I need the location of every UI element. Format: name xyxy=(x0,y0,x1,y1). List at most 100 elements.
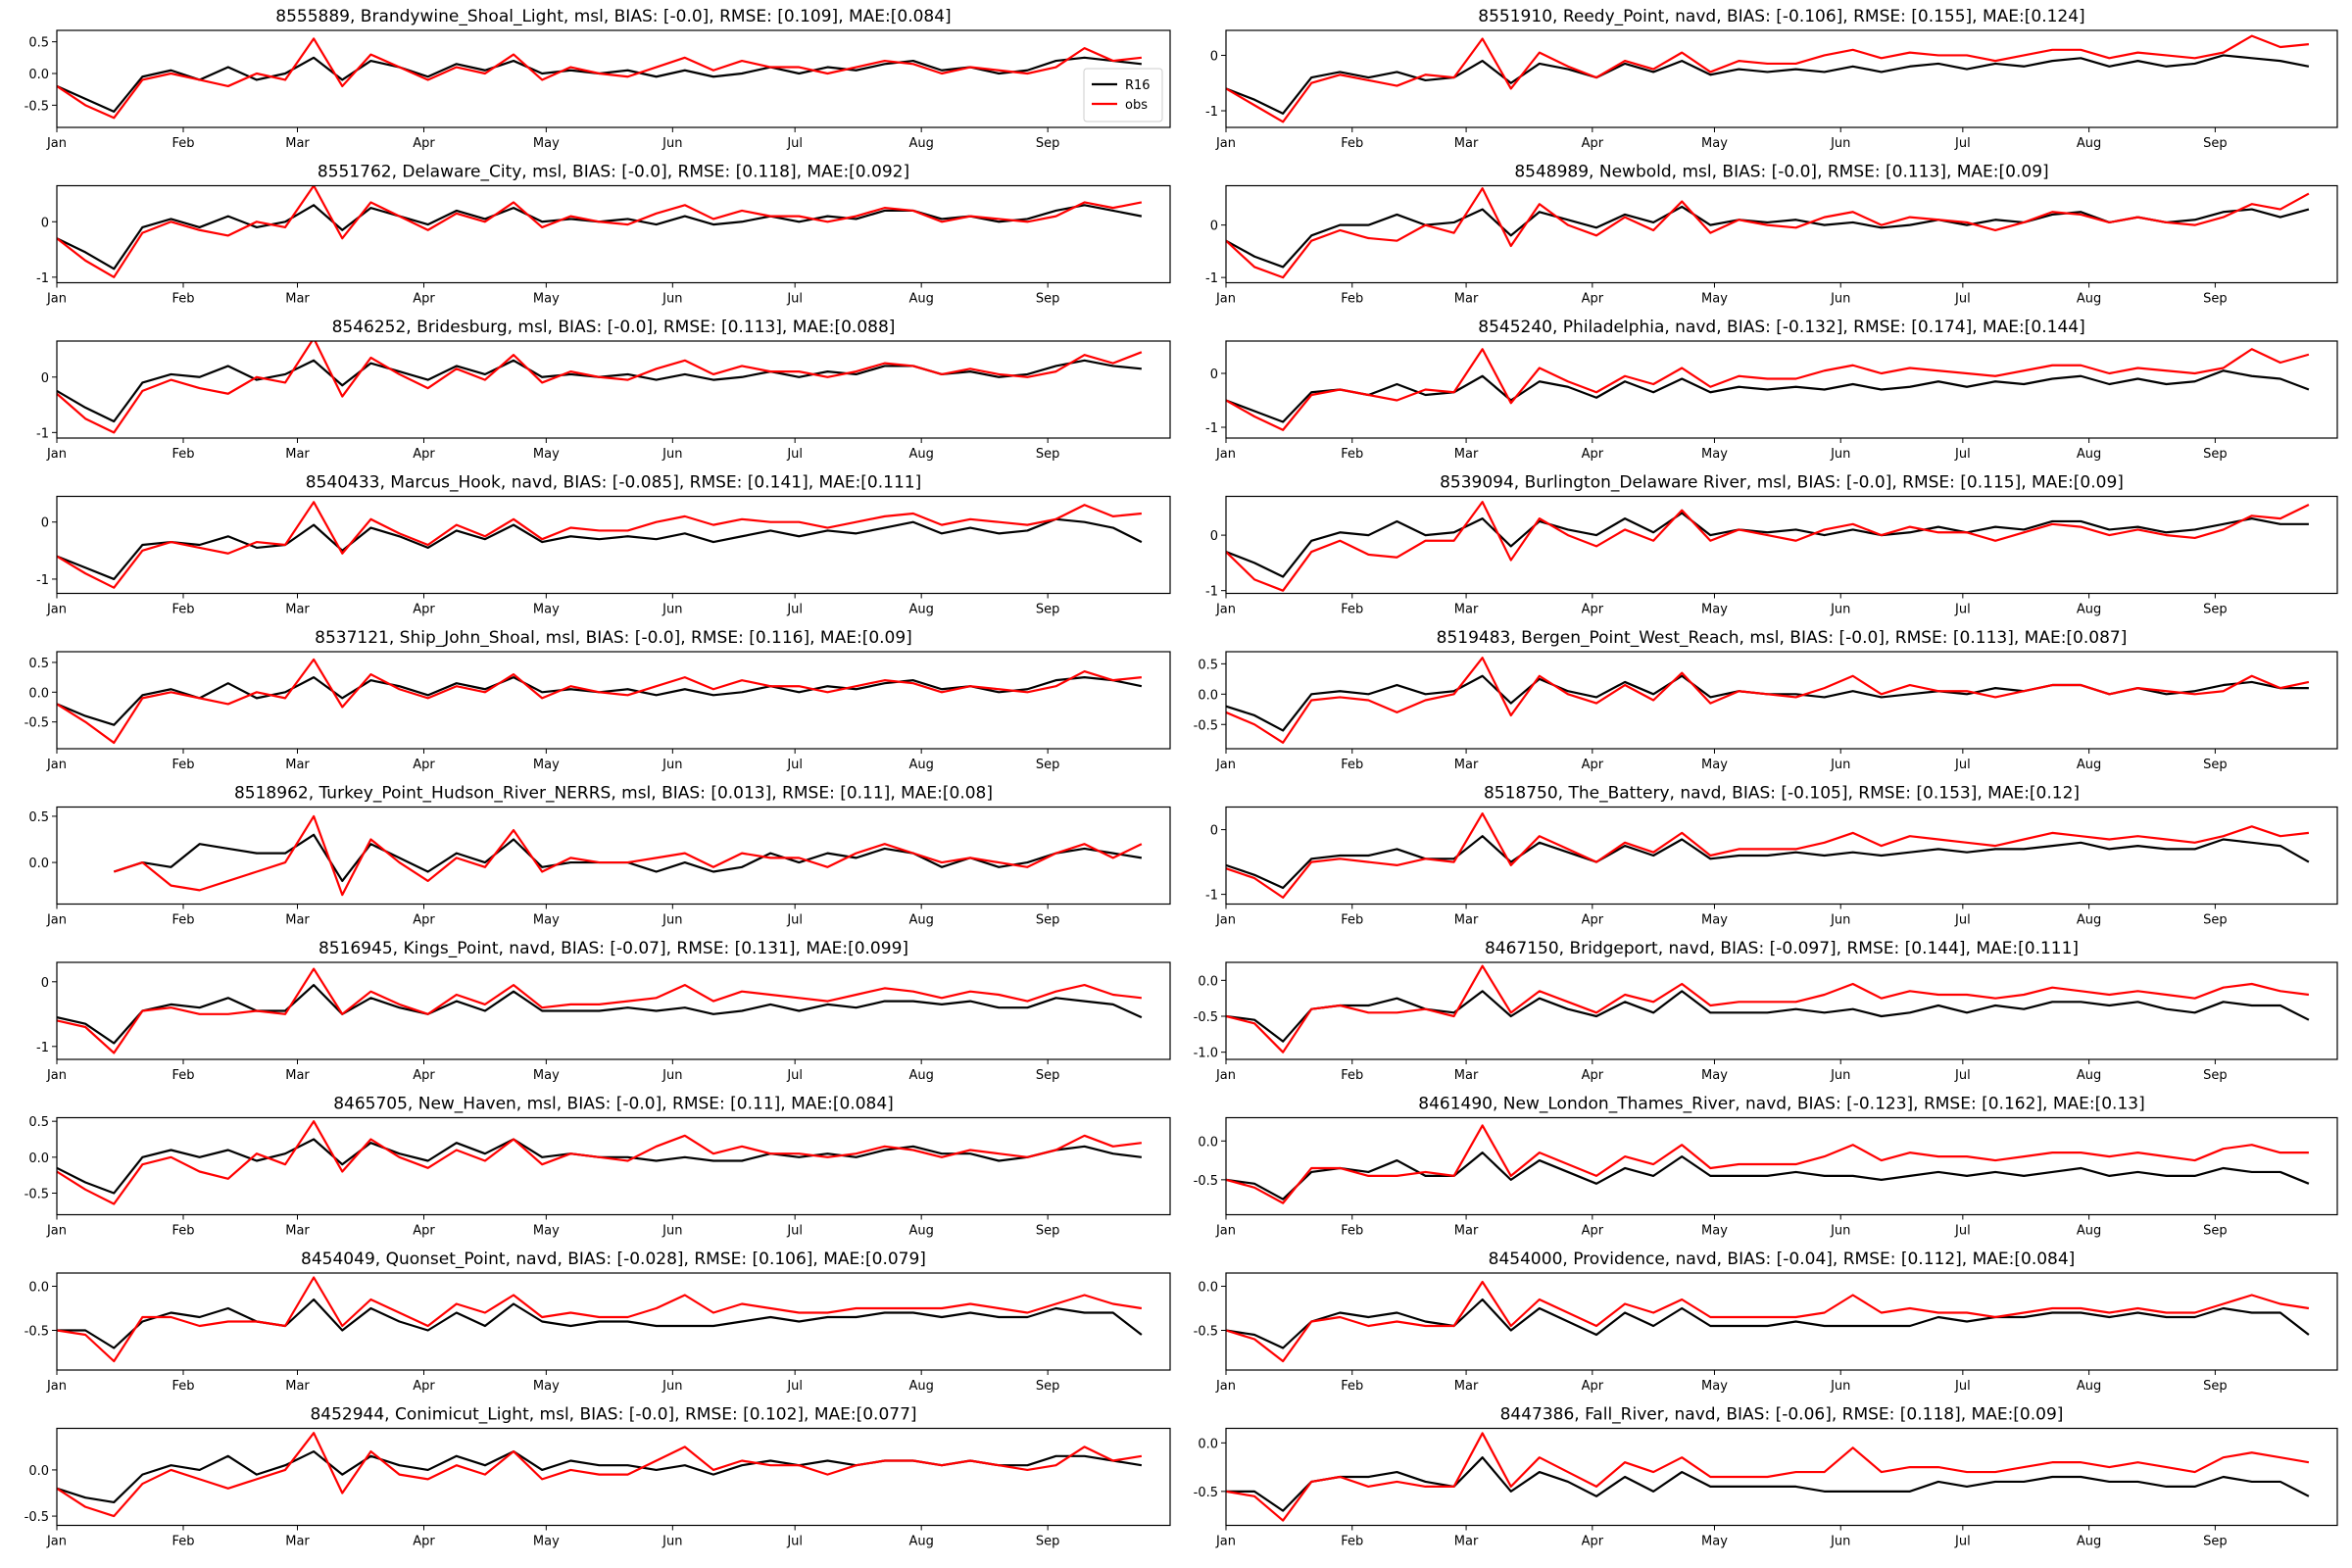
x-tick-label: Apr xyxy=(1582,447,1604,462)
x-tick-label: Sep xyxy=(2203,1224,2228,1239)
x-tick-label: Jun xyxy=(1830,1379,1850,1394)
x-tick-label: Jul xyxy=(786,292,803,307)
x-tick-label: Sep xyxy=(2203,913,2228,928)
series-line xyxy=(57,967,1142,1054)
x-tick-label: Sep xyxy=(1036,136,1060,151)
x-tick-label: Mar xyxy=(285,292,310,307)
y-tick-label: 0.0 xyxy=(1198,1281,1218,1296)
y-tick-label: -1 xyxy=(36,426,49,441)
axes-frame xyxy=(56,184,1171,284)
plot-area xyxy=(113,814,1143,897)
x-tick-label: Aug xyxy=(908,913,933,928)
x-tick-label: Jan xyxy=(46,136,67,151)
x-tick-label: Aug xyxy=(908,1379,933,1394)
series-line xyxy=(57,341,1143,434)
x-tick-label: Aug xyxy=(908,603,933,617)
y-tick-label: 0.0 xyxy=(28,1152,49,1166)
x-tick-label: Jan xyxy=(1215,292,1236,307)
x-tick-label: Jan xyxy=(46,913,67,928)
subplot-title: 8540433, Marcus_Hook, navd, BIAS: [-0.08… xyxy=(306,473,921,493)
y-tick-label: 0.0 xyxy=(1198,1135,1218,1150)
axes-frame xyxy=(1225,961,2338,1060)
axes-frame xyxy=(56,1427,1171,1527)
series-line xyxy=(1226,348,2310,431)
x-tick-label: Aug xyxy=(908,292,933,307)
subplot: 8518750, The_Battery, navd, BIAS: [-0.10… xyxy=(1205,784,2338,928)
subplot: 8537121, Ship_John_Shoal, msl, BIAS: [-0… xyxy=(24,628,1171,772)
x-tick-label: Jul xyxy=(786,1224,803,1239)
x-tick-label: Jan xyxy=(46,758,67,772)
x-tick-label: Jul xyxy=(786,447,803,462)
y-tick-label: 0.0 xyxy=(1198,688,1218,703)
y-tick-label: 0 xyxy=(41,516,49,531)
x-tick-label: Sep xyxy=(1036,1535,1060,1549)
x-tick-label: Jun xyxy=(662,1068,682,1083)
axes-frame xyxy=(56,1116,1171,1216)
x-tick-label: Sep xyxy=(2203,1068,2228,1083)
x-tick-label: Aug xyxy=(2077,292,2101,307)
axes-frame xyxy=(56,29,1171,128)
plot-area xyxy=(57,1276,1143,1363)
axes-frame xyxy=(56,651,1171,750)
axes-frame xyxy=(56,495,1171,595)
x-tick-label: Aug xyxy=(2077,1068,2101,1083)
series-line xyxy=(1226,34,2310,123)
series-line xyxy=(113,814,1143,897)
axes-frame xyxy=(56,340,1171,439)
x-tick-label: Sep xyxy=(2203,136,2228,151)
x-tick-label: Apr xyxy=(413,603,435,617)
x-tick-label: Jun xyxy=(662,1535,682,1549)
x-tick-label: Aug xyxy=(2077,1379,2101,1394)
x-tick-label: Sep xyxy=(1036,913,1060,928)
x-tick-label: Jul xyxy=(1954,1224,1971,1239)
x-tick-label: Apr xyxy=(413,447,435,462)
x-tick-label: Aug xyxy=(2077,136,2101,151)
x-tick-label: Feb xyxy=(172,136,194,151)
axes-frame xyxy=(1225,651,2338,750)
subplot-title: 8454049, Quonset_Point, navd, BIAS: [-0.… xyxy=(301,1250,926,1269)
series-line xyxy=(57,517,1143,581)
plot-area xyxy=(57,341,1143,434)
series-line xyxy=(1226,1124,2309,1204)
x-tick-label: Sep xyxy=(1036,1224,1060,1239)
x-tick-label: Jul xyxy=(786,758,803,772)
y-tick-label: -1 xyxy=(36,1041,49,1055)
series-line xyxy=(57,37,1142,120)
subplot: 8545240, Philadelphia, navd, BIAS: [-0.1… xyxy=(1205,318,2338,462)
x-tick-label: Mar xyxy=(285,758,310,772)
x-tick-label: May xyxy=(533,1535,560,1549)
x-tick-label: May xyxy=(533,758,560,772)
x-tick-label: Jun xyxy=(662,603,682,617)
x-tick-label: Aug xyxy=(2077,447,2101,462)
y-tick-label: 0.0 xyxy=(28,686,49,701)
axes-frame xyxy=(1225,184,2338,284)
subplot: 8465705, New_Haven, msl, BIAS: [-0.0], R… xyxy=(24,1095,1171,1239)
x-tick-label: Feb xyxy=(172,1224,194,1239)
subplot: 8454000, Providence, navd, BIAS: [-0.04]… xyxy=(1194,1250,2338,1394)
x-tick-label: Feb xyxy=(1341,1068,1363,1083)
plot-area xyxy=(1226,1432,2310,1522)
x-tick-label: Feb xyxy=(172,1379,194,1394)
x-tick-label: Jun xyxy=(1830,603,1850,617)
x-tick-label: Jun xyxy=(1830,1224,1850,1239)
x-tick-label: Jul xyxy=(1954,1068,1971,1083)
x-tick-label: Feb xyxy=(1341,447,1363,462)
x-tick-label: Jun xyxy=(662,1379,682,1394)
x-tick-label: Apr xyxy=(413,758,435,772)
y-tick-label: 0 xyxy=(1210,49,1218,64)
subplot-title: 8539094, Burlington_Delaware River, msl,… xyxy=(1440,473,2124,493)
y-tick-label: 0 xyxy=(41,976,49,991)
x-tick-label: Jan xyxy=(1215,447,1236,462)
x-tick-label: Mar xyxy=(285,1068,310,1083)
subplot: 8452944, Conimicut_Light, msl, BIAS: [-0… xyxy=(24,1405,1171,1549)
series-line xyxy=(1226,657,2310,744)
x-tick-label: Mar xyxy=(1454,1224,1479,1239)
plot-area xyxy=(1226,501,2310,592)
x-tick-label: Feb xyxy=(1341,758,1363,772)
axes-frame xyxy=(56,806,1171,906)
subplot-title: 8548989, Newbold, msl, BIAS: [-0.0], RMS… xyxy=(1514,163,2048,182)
subplot-title: 8465705, New_Haven, msl, BIAS: [-0.0], R… xyxy=(333,1095,894,1114)
x-tick-label: Sep xyxy=(2203,1379,2228,1394)
plot-area xyxy=(1226,1124,2310,1204)
y-tick-label: 0.0 xyxy=(28,1464,49,1479)
